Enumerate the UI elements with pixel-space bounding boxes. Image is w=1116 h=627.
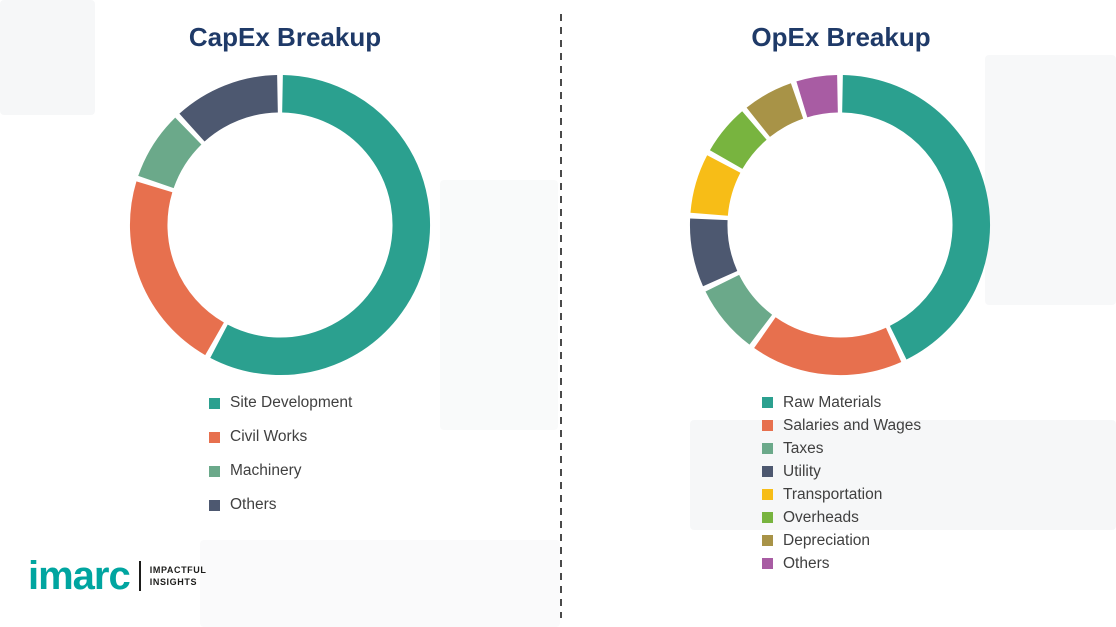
legend-swatch — [762, 558, 773, 569]
legend-item: Machinery — [209, 454, 352, 488]
imarc-logo: imarc IMPACTFUL INSIGHTS — [28, 556, 206, 596]
legend-item: Depreciation — [762, 529, 921, 552]
donut-segment-salaries-and-wages — [754, 317, 902, 376]
donut-segment-depreciation — [746, 83, 804, 138]
donut-segment-overheads — [709, 111, 768, 170]
opex-donut-chart — [689, 74, 990, 376]
legend-item: Transportation — [762, 483, 921, 506]
imarc-logo-tagline-line1: IMPACTFUL — [149, 564, 207, 575]
donut-segment-machinery — [138, 117, 202, 189]
legend-label: Salaries and Wages — [783, 416, 922, 434]
legend-label: Overheads — [783, 508, 859, 526]
legend-label: Transportation — [783, 485, 883, 503]
donut-segment-civil-works — [129, 181, 225, 356]
legend-item: Raw Materials — [762, 391, 921, 414]
legend-swatch — [209, 499, 220, 511]
legend-label: Others — [783, 554, 830, 572]
donut-segment-others — [796, 74, 839, 118]
donut-segment-raw-materials — [841, 74, 990, 360]
legend-item: Taxes — [762, 437, 921, 460]
legend-item: Salaries and Wages — [762, 414, 921, 437]
dashed-divider — [560, 14, 562, 618]
legend-swatch — [209, 465, 220, 477]
legend-swatch — [762, 466, 773, 477]
background-texture — [0, 0, 95, 115]
capex-legend: Site Development Civil Works Machinery Othe… — [209, 386, 352, 522]
legend-item: Site Development — [209, 386, 352, 420]
legend-swatch — [762, 443, 773, 454]
legend-label: Machinery — [230, 462, 302, 479]
legend-swatch — [209, 397, 220, 409]
donut-segment-site-development — [210, 74, 430, 376]
legend-swatch — [762, 512, 773, 523]
legend-label: Raw Materials — [783, 393, 882, 411]
imarc-logo-wordmark: imarc — [28, 554, 131, 598]
imarc-logo-tagline: IMPACTFUL INSIGHTS — [150, 564, 207, 588]
background-texture — [985, 55, 1116, 305]
capex-panel: CapEx Breakup Site Development Civil Work… — [129, 22, 430, 522]
legend-label: Others — [230, 496, 277, 513]
legend-item: Others — [209, 488, 352, 522]
legend-swatch — [209, 431, 220, 443]
background-texture — [440, 180, 558, 430]
capex-chart-title: CapEx Breakup — [188, 22, 382, 52]
donut-segment-taxes — [705, 274, 773, 345]
legend-label: Site Development — [230, 394, 353, 411]
donut-segment-utility — [689, 218, 738, 287]
legend-item: Others — [762, 552, 921, 575]
background-texture — [200, 540, 560, 627]
legend-item: Utility — [762, 460, 921, 483]
imarc-logo-separator — [138, 561, 141, 591]
background-texture — [690, 420, 1116, 530]
legend-swatch — [762, 489, 773, 500]
legend-label: Taxes — [783, 439, 824, 457]
donut-segment-transportation — [690, 155, 741, 217]
capex-donut-chart — [129, 74, 430, 376]
legend-item: Civil Works — [209, 420, 352, 454]
opex-legend: Raw Materials Salaries and Wages Taxes Util… — [762, 391, 921, 575]
legend-swatch — [762, 535, 773, 546]
opex-chart-title: OpEx Breakup — [751, 22, 931, 52]
legend-item: Overheads — [762, 506, 921, 529]
donut-segment-others — [179, 74, 279, 142]
legend-swatch — [762, 397, 773, 408]
legend-swatch — [762, 420, 773, 431]
imarc-logo-tagline-line2: INSIGHTS — [149, 577, 198, 587]
legend-label: Civil Works — [230, 428, 308, 445]
opex-panel: OpEx Breakup Raw Materials Salaries and W… — [558, 0, 1116, 627]
legend-label: Depreciation — [783, 531, 871, 549]
legend-label: Utility — [783, 462, 821, 480]
